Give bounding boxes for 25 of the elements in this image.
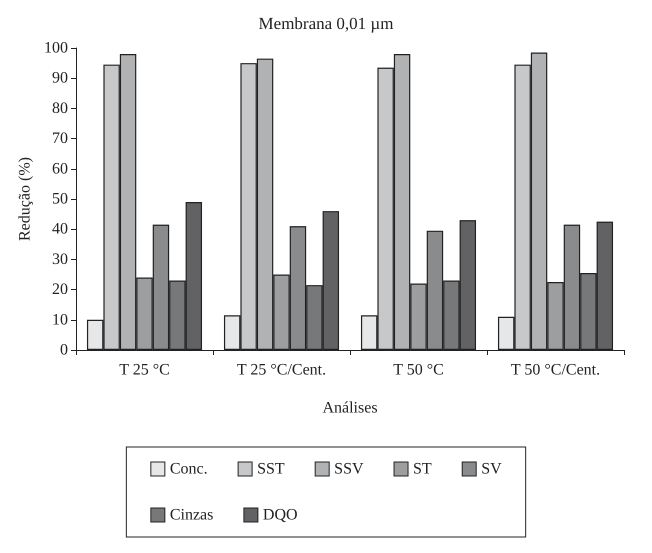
legend-label: DQO: [262, 506, 298, 524]
y-tick-label: 10: [52, 311, 68, 328]
legend-label: SV: [481, 460, 502, 478]
x-tick-label: T 50 °C/Cent.: [510, 362, 600, 378]
x-tick-label: T 50 °C: [393, 362, 444, 378]
y-tick-label: 0: [60, 342, 68, 358]
x-tick-label: T 25 °C: [119, 362, 170, 378]
y-tick-label: 30: [52, 250, 68, 268]
y-tick-label: 40: [52, 220, 68, 238]
y-tick-label: 80: [52, 100, 68, 117]
y-axis-title: Redução (%): [16, 157, 34, 241]
y-tick-label: 70: [52, 130, 68, 148]
legend-label: SSV: [334, 460, 364, 478]
y-tick-label: 100: [44, 40, 68, 56]
y-tick-label: 90: [52, 70, 68, 87]
x-tick-label: T 25 °C/Cent.: [236, 362, 326, 378]
y-tick-label: 20: [52, 281, 68, 298]
y-tick-label: 50: [52, 190, 68, 208]
legend-label: ST: [413, 460, 432, 478]
x-axis-title: Análises: [322, 400, 378, 416]
chart-title: Membrana 0,01 µm: [258, 14, 394, 33]
legend-label: Conc.: [170, 460, 208, 478]
legend-label: Cinzas: [170, 506, 214, 524]
legend-label: SST: [257, 460, 285, 478]
y-tick-label: 60: [52, 160, 68, 178]
